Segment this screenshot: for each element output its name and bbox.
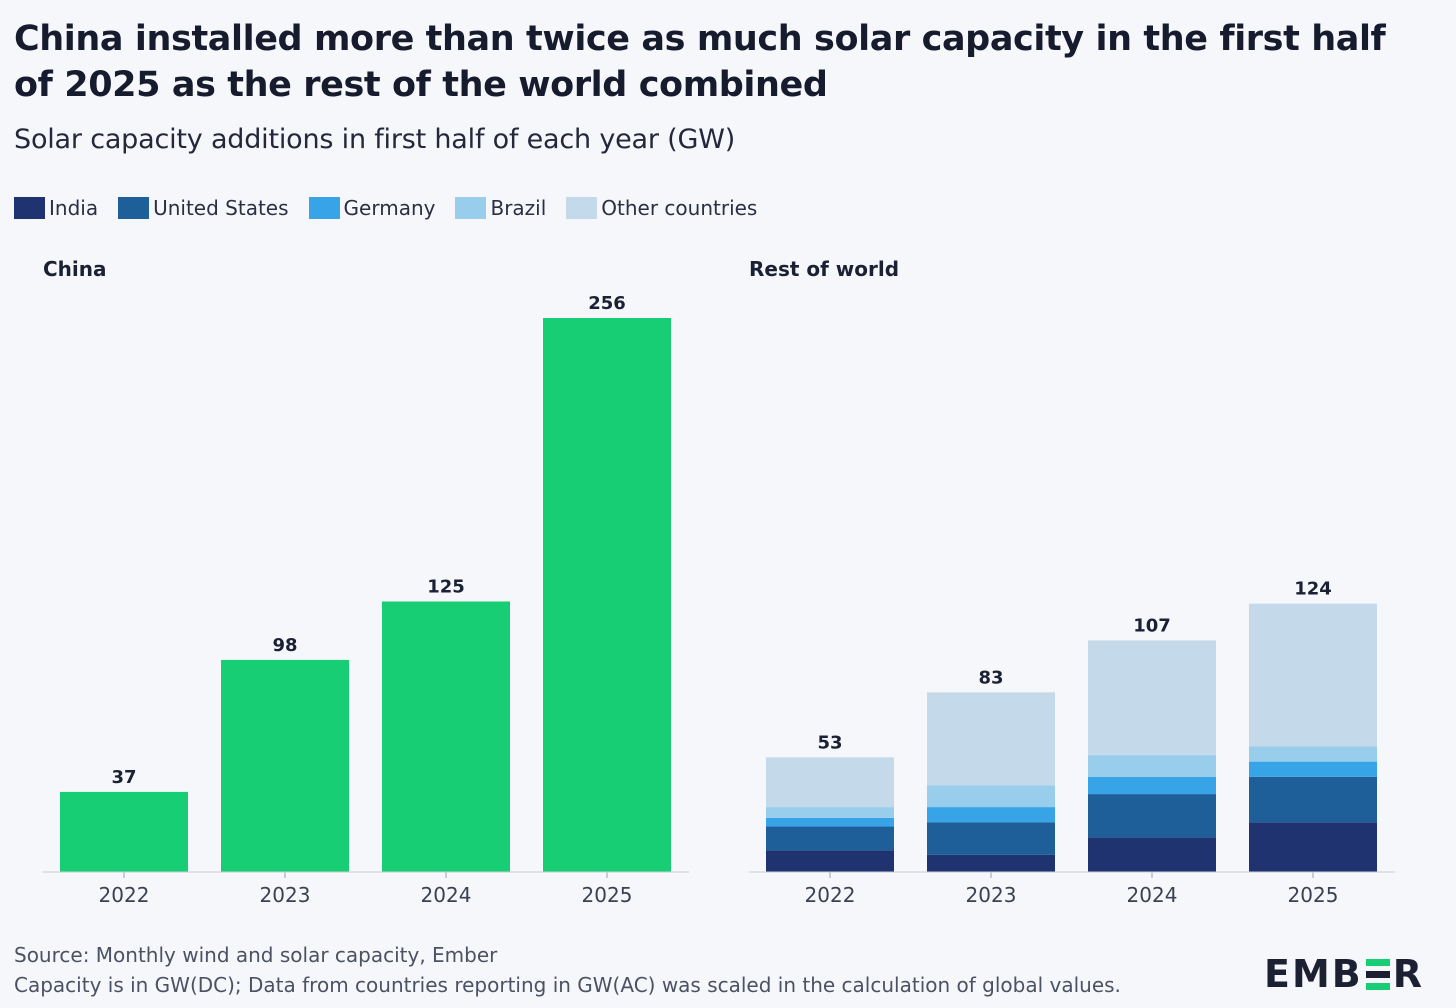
bar-label-china-2023: 98 [272,635,297,656]
bar-china-2024 [382,601,510,872]
logo-text-r: R [1392,952,1424,996]
bar-label-china-2024: 125 [427,576,465,597]
bar-segment-germany-2025 [1249,761,1377,777]
legend-swatch [118,197,150,219]
x-tick-label-china-2022: 2022 [99,883,150,907]
source-note: Source: Monthly wind and solar capacity,… [14,943,498,967]
panel-title-rest-of-world: Rest of world [749,257,899,281]
bar-segment-united-states-2022 [766,826,894,851]
x-tick-label-rest-of-world-2025: 2025 [1288,883,1339,907]
legend-label: Other countries [601,196,758,220]
legend-label: United States [153,196,289,220]
legend-label: Brazil [490,196,547,220]
legend-item-germany: Germany [308,196,436,220]
x-tick-label-china-2025: 2025 [582,883,633,907]
bar-segment-other-countries-2022 [766,757,894,808]
logo-text-em: EMB [1263,952,1363,996]
bar-label-rest-of-world-2024: 107 [1133,615,1171,636]
bar-segment-germany-2023 [927,807,1055,823]
legend-item-united-states: United States [118,196,289,220]
bar-label-rest-of-world-2023: 83 [978,667,1003,688]
x-tick-label-rest-of-world-2022: 2022 [805,883,856,907]
chart-title: China installed more than twice as much … [14,19,1386,105]
bar-segment-brazil-2025 [1249,746,1377,762]
logo-e-mark [1365,958,1390,990]
bar-segment-india-2024 [1088,837,1216,872]
x-tick-label-china-2023: 2023 [260,883,311,907]
bar-segment-other-countries-2025 [1249,603,1377,747]
legend-swatch [455,197,487,219]
bar-china-2022 [60,791,188,872]
bar-segment-united-states-2023 [927,822,1055,855]
bar-segment-brazil-2024 [1088,755,1216,777]
legend-item-india: India [14,196,98,220]
bar-label-china-2022: 37 [111,767,136,788]
bar-china-2023 [221,659,349,872]
legend-label: India [49,196,99,220]
ember-logo: EMB R [1264,952,1424,996]
bar-segment-brazil-2022 [766,807,894,818]
bar-segment-other-countries-2023 [927,692,1055,786]
x-tick-label-china-2024: 2024 [421,883,472,907]
bar-segment-other-countries-2024 [1088,640,1216,756]
bar-segment-india-2025 [1249,822,1377,872]
bar-label-china-2025: 256 [588,293,626,314]
methodology-note: Capacity is in GW(DC); Data from countri… [14,973,1121,997]
bar-label-rest-of-world-2025: 124 [1294,579,1332,600]
bar-segment-united-states-2024 [1088,794,1216,838]
legend-swatch [566,197,598,219]
panel-title-china: China [43,257,107,281]
footer: Source: Monthly wind and solar capacity,… [14,940,1121,1000]
x-tick-label-rest-of-world-2024: 2024 [1127,883,1178,907]
legend-swatch [308,197,340,219]
bar-segment-india-2023 [927,854,1055,872]
legend-item-brazil: Brazil [455,196,546,220]
legend-item-other-countries: Other countries [566,196,757,220]
chart-subtitle: Solar capacity additions in first half o… [14,124,736,155]
bar-segment-india-2022 [766,850,894,872]
bar-china-2025 [543,318,671,872]
bar-segment-germany-2024 [1088,776,1216,795]
bar-segment-germany-2022 [766,817,894,827]
legend: India United States Germany Brazil Other cou… [14,196,777,220]
legend-label: Germany [343,196,436,220]
chart-area: China Rest of world 37 2022 98 2023 125 2024 256… [43,257,1395,907]
x-tick-label-rest-of-world-2023: 2023 [966,883,1017,907]
legend-swatch [14,197,45,219]
bar-label-rest-of-world-2022: 53 [817,732,842,753]
bar-segment-united-states-2025 [1249,776,1377,823]
bar-segment-brazil-2023 [927,785,1055,808]
